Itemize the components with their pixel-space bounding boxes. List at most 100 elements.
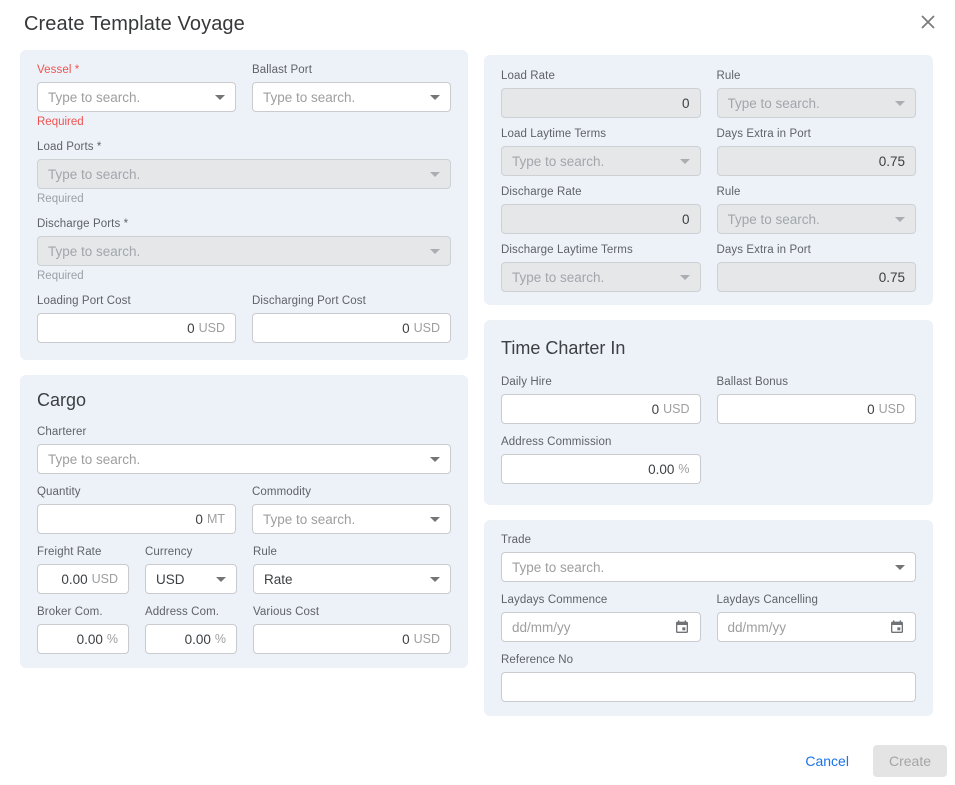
- laydays-commence-placeholder: dd/mm/yy: [512, 619, 571, 635]
- chevron-down-icon: [216, 576, 226, 582]
- cargo-panel: Cargo Charterer Type to search. Quantity…: [20, 375, 468, 668]
- discharge-days-extra-label: Days Extra in Port: [716, 244, 811, 256]
- loading-port-cost-field-group: Loading Port Cost 0 USD: [37, 294, 236, 343]
- discharge-rate-value: 0: [681, 211, 690, 227]
- address-com-input[interactable]: 0.00 %: [145, 624, 237, 654]
- address-commission-input[interactable]: 0.00 %: [501, 454, 701, 484]
- time-charter-in-section-title: Time Charter In: [501, 338, 626, 358]
- discharge-days-extra-input: 0.75: [716, 262, 916, 292]
- load-laytime-terms-field-group: Load Laytime Terms Type to search.: [501, 127, 701, 176]
- vessel-label: Vessel *: [37, 64, 80, 76]
- load-rate-label: Load Rate: [501, 70, 555, 82]
- load-rate-value: 0: [681, 95, 690, 111]
- load-rate-field-group: Load Rate 0: [501, 69, 701, 118]
- ballast-bonus-label: Ballast Bonus: [716, 376, 789, 388]
- laydays-cancelling-date-input[interactable]: dd/mm/yy: [716, 612, 916, 642]
- discharge-days-extra-value: 0.75: [878, 269, 905, 285]
- daily-hire-field-group: Daily Hire 0 USD: [501, 375, 701, 424]
- discharge-days-extra-field-group: Days Extra in Port 0.75: [716, 243, 916, 292]
- chevron-down-icon: [895, 216, 905, 222]
- chevron-down-icon: [679, 158, 690, 164]
- reference-no-label: Reference No: [501, 654, 574, 666]
- laydays-cancelling-field-group: Laydays Cancelling dd/mm/yy: [716, 593, 916, 642]
- commodity-placeholder: Type to search.: [263, 511, 356, 527]
- loading-port-cost-label: Loading Port Cost: [37, 295, 131, 307]
- commodity-select[interactable]: Type to search.: [252, 504, 451, 534]
- discharge-rule-field-group: Rule Type to search.: [716, 185, 916, 234]
- cargo-rule-value: Rate: [264, 571, 293, 587]
- ballast-bonus-unit: USD: [878, 402, 905, 416]
- laydays-commence-date-input[interactable]: dd/mm/yy: [501, 612, 701, 642]
- commodity-label: Commodity: [252, 486, 312, 498]
- reference-no-field-group: Reference No: [501, 653, 916, 702]
- loading-port-cost-input[interactable]: 0 USD: [37, 313, 236, 343]
- trade-field-group: Trade Type to search.: [501, 533, 916, 582]
- close-icon[interactable]: [917, 12, 939, 34]
- load-days-extra-value: 0.75: [878, 153, 905, 169]
- trade-label: Trade: [501, 534, 532, 546]
- ballast-port-placeholder: Type to search.: [263, 89, 356, 105]
- voyage-panel: Vessel * Type to search. Required Ballas…: [20, 50, 468, 360]
- load-ports-label: Load Ports *: [37, 141, 102, 153]
- currency-field-group: Currency USD: [145, 545, 237, 594]
- ballast-port-select[interactable]: Type to search.: [252, 82, 451, 112]
- discharging-port-cost-label: Discharging Port Cost: [252, 295, 366, 307]
- various-cost-value: 0: [402, 631, 410, 647]
- load-laytime-terms-placeholder: Type to search.: [512, 153, 605, 169]
- address-com-unit: %: [214, 632, 226, 646]
- trade-select[interactable]: Type to search.: [501, 552, 916, 582]
- various-cost-input[interactable]: 0 USD: [253, 624, 451, 654]
- broker-com-input[interactable]: 0.00 %: [37, 624, 129, 654]
- broker-com-label: Broker Com.: [37, 606, 103, 618]
- load-rule-label: Rule: [716, 70, 741, 82]
- chevron-down-icon: [895, 100, 905, 106]
- discharging-port-cost-input[interactable]: 0 USD: [252, 313, 451, 343]
- create-button[interactable]: Create: [872, 745, 947, 777]
- vessel-select[interactable]: Type to search.: [37, 82, 236, 112]
- charterer-placeholder: Type to search.: [48, 451, 141, 467]
- discharge-rule-select: Type to search.: [716, 204, 916, 234]
- daily-hire-value: 0: [651, 401, 660, 417]
- discharge-laytime-terms-label: Discharge Laytime Terms: [501, 244, 633, 256]
- load-days-extra-label: Days Extra in Port: [716, 128, 811, 140]
- chevron-down-icon: [430, 94, 440, 100]
- load-ports-field-group: Load Ports * Type to search. Required: [37, 140, 451, 206]
- reference-no-input[interactable]: [501, 672, 916, 702]
- charterer-label: Charterer: [37, 426, 87, 438]
- quantity-input[interactable]: 0 MT: [37, 504, 236, 534]
- broker-com-unit: %: [106, 632, 118, 646]
- load-rule-placeholder: Type to search.: [727, 95, 820, 111]
- freight-rate-label: Freight Rate: [37, 546, 102, 558]
- chevron-down-icon: [430, 516, 440, 522]
- address-com-field-group: Address Com. 0.00 %: [145, 605, 237, 654]
- charterer-select[interactable]: Type to search.: [37, 444, 451, 474]
- broker-com-value: 0.00: [76, 631, 103, 647]
- load-rule-select: Type to search.: [716, 88, 916, 118]
- loading-port-cost-unit: USD: [198, 321, 225, 335]
- cancel-button[interactable]: Cancel: [795, 747, 859, 775]
- quantity-label: Quantity: [37, 486, 81, 498]
- ballast-port-label: Ballast Port: [252, 64, 313, 76]
- various-cost-unit: USD: [413, 632, 440, 646]
- discharge-ports-placeholder: Type to search.: [48, 243, 141, 259]
- calendar-icon[interactable]: [889, 619, 905, 635]
- calendar-icon[interactable]: [674, 619, 690, 635]
- laydays-commence-label: Laydays Commence: [501, 594, 608, 606]
- currency-select[interactable]: USD: [145, 564, 237, 594]
- time-charter-in-panel: Time Charter In Daily Hire 0 USD Ballast…: [484, 320, 933, 505]
- chevron-down-icon: [430, 171, 440, 177]
- discharge-ports-field-group: Discharge Ports * Type to search. Requir…: [37, 217, 451, 283]
- ballast-bonus-input[interactable]: 0 USD: [716, 394, 916, 424]
- freight-rate-unit: USD: [91, 572, 118, 586]
- freight-rate-field-group: Freight Rate 0.00 USD: [37, 545, 129, 594]
- daily-hire-input[interactable]: 0 USD: [501, 394, 701, 424]
- load-rate-input: 0: [501, 88, 701, 118]
- cargo-rule-select[interactable]: Rate: [253, 564, 451, 594]
- discharging-port-cost-unit: USD: [413, 321, 440, 335]
- vessel-field-group: Vessel * Type to search. Required: [37, 63, 236, 129]
- load-laytime-terms-label: Load Laytime Terms: [501, 128, 607, 140]
- freight-rate-input[interactable]: 0.00 USD: [37, 564, 129, 594]
- ballast-bonus-value: 0: [867, 401, 875, 417]
- broker-com-field-group: Broker Com. 0.00 %: [37, 605, 129, 654]
- chevron-down-icon: [430, 248, 440, 254]
